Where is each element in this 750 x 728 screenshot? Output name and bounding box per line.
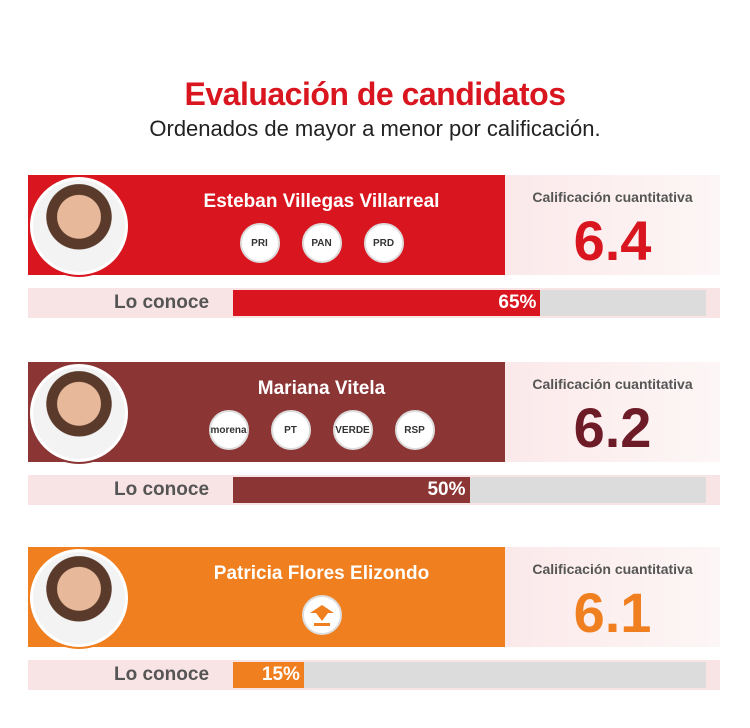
avatar [30,177,128,275]
party-logo: VERDE [332,410,373,450]
known-track: 15% [233,662,706,688]
party-logo: PRI [239,223,280,263]
party-logo: PRD [363,223,404,263]
known-label: Lo conoce [114,292,210,313]
candidate-name: Patricia Flores Elizondo [213,563,430,584]
party-logo: RSP [394,410,435,450]
rating-panel: Calificación cuantitativa 6.2 [505,362,720,462]
rating-panel: Calificación cuantitativa 6.4 [505,175,720,275]
known-value-label: 50% [427,479,466,500]
candidate-card: Patricia Flores Elizondo Calificación cu… [28,547,720,693]
rating-value: 6.1 [573,581,652,644]
rating-panel: Calificación cuantitativa 6.1 [505,547,720,647]
avatar [30,549,128,647]
known-label: Lo conoce [114,664,210,685]
known-row: Lo conoce 65% [28,288,720,318]
rating-value: 6.4 [573,209,652,272]
party-logo [301,595,342,635]
party-logos: morena PT VERDE RSP [138,410,505,450]
rating-label: Calificación cuantitativa [532,561,693,577]
candidate-name: Mariana Vitela [257,378,386,399]
candidate-name: Esteban Villegas Villarreal [203,191,440,212]
known-bar: 50% [233,477,470,503]
party-logo: PT [270,410,311,450]
known-track: 50% [233,477,706,503]
known-value-label: 65% [498,292,537,313]
candidate-card: Mariana Vitela morena PT VERDE RSP Calificaci… [28,362,720,508]
known-track: 65% [233,290,706,316]
party-logo: PAN [301,223,342,263]
party-logo: morena [208,410,249,450]
rating-value: 6.2 [573,396,652,459]
avatar [30,364,128,462]
title: Evaluación de candidatos [184,76,567,112]
known-bar: 15% [233,662,304,688]
rating-label: Calificación cuantitativa [532,376,693,392]
known-bar: 65% [233,290,541,316]
candidate-card: Esteban Villegas Villarreal PRI PAN PRD Cali… [28,175,720,321]
known-label: Lo conoce [114,479,210,500]
rating-label: Calificación cuantitativa [532,189,693,205]
known-value-label: 15% [261,664,300,685]
party-logos: PRI PAN PRD [138,223,505,263]
known-row: Lo conoce 50% [28,475,720,505]
party-logos [138,595,505,635]
subtitle: Ordenados de mayor a menor por calificac… [149,116,601,141]
known-row: Lo conoce 15% [28,660,720,690]
